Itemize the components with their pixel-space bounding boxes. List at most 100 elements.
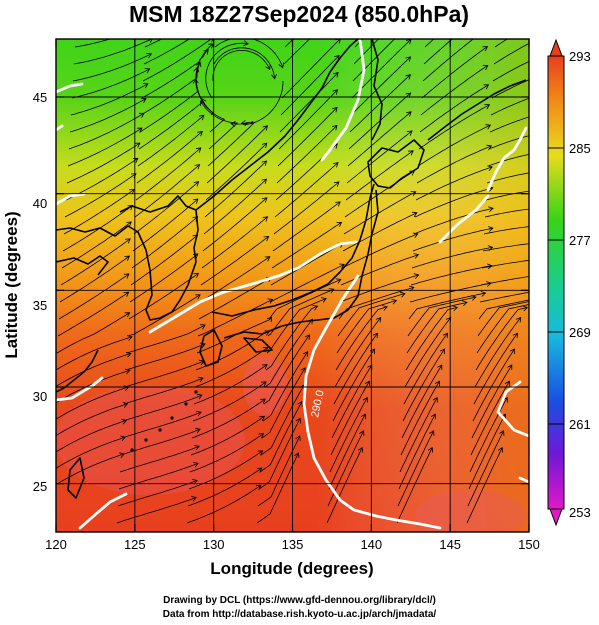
x-tick-label: 150 [518,537,540,552]
streamline [401,364,443,439]
grid-lines [56,39,529,532]
x-axis-label: Longitude (degrees) [210,559,373,578]
colorbar-tick-label: 285 [569,141,591,156]
streamline [416,145,492,184]
colorbar-tick-label: 261 [569,417,591,432]
streamline-arrowhead [507,364,513,370]
streamline [63,189,135,235]
streamline [71,68,150,99]
streamline [259,401,303,473]
warm-patch [415,490,525,532]
streamline-arrowhead [304,334,310,340]
streamline [345,150,414,201]
streamline-arrowhead [271,73,277,80]
streamline-arrowhead [437,364,443,370]
streamline [131,216,198,269]
streamline-arrowhead [278,62,285,69]
streamline [267,288,334,337]
streamline [199,256,271,303]
streamline-arrowhead [146,52,153,59]
streamline-arrowhead [411,211,418,218]
streamline [469,397,508,473]
streamline [186,484,262,524]
streamline [280,55,340,116]
streamline-arrowhead [240,120,247,126]
streamline [61,221,132,269]
streamline [347,111,412,167]
streamline [474,317,522,388]
streamline-arrowhead [200,324,206,330]
streamline [134,164,200,218]
streamline [343,191,416,235]
streamline [336,300,397,354]
streamline-arrowhead [410,191,417,197]
streamline [205,142,268,201]
streamline-arrowhead [191,496,197,502]
y-tick-label: 45 [33,90,47,105]
streamline [411,246,493,269]
colorbar-tick-label: 293 [569,49,591,64]
streamline [119,445,200,473]
streamline [419,84,489,133]
streamline-arrowhead [261,142,268,149]
streamline [326,447,363,524]
streamline [67,127,143,167]
streamline [349,74,411,133]
streamline-arrowhead [364,380,370,387]
streamline [330,381,370,456]
streamline-arrowhead [297,400,303,407]
streamline-arrowhead [124,312,131,318]
streamline [200,236,269,286]
streamline [281,39,341,99]
streamline-arrowhead [442,332,448,339]
streamline [56,336,133,371]
streamline [417,124,491,167]
streamline [276,125,338,184]
streamline [467,430,504,507]
streamline-arrowhead [334,54,340,61]
streamline [135,147,202,201]
plot-area: 290.0 [56,39,529,532]
streamline-arrowhead [333,71,339,78]
streamline-arrowhead [195,294,201,300]
streamline-arrowhead [195,428,201,434]
streamline [144,39,163,48]
x-tick-label: 145 [439,537,461,552]
streamline-arrowhead [405,92,412,98]
streamline [260,384,305,456]
streamline-arrowhead [486,144,493,151]
streamline [272,201,341,252]
streamline [264,318,313,388]
y-tick-label: 40 [33,196,47,211]
streamline [265,305,318,371]
streamline-arrowhead [480,291,487,297]
streamline [68,112,145,150]
streamline [476,304,529,354]
streamline-arrowhead [391,298,398,305]
colorbar-bottom-arrow [549,508,563,527]
streamline-arrowhead [382,305,388,311]
streamline [56,369,130,404]
streamline [273,181,340,235]
streamline-arrowhead [256,467,263,473]
streamline [331,364,373,439]
streamline-arrowhead [125,238,131,244]
streamline [418,104,490,150]
streamline [70,83,149,116]
streamline-arrowhead [483,84,490,90]
isotherm-contours [56,39,529,530]
streamline [72,53,152,82]
streamline [56,353,132,387]
streamline-arrowhead [197,131,203,137]
streamline-arrowhead [332,89,339,95]
contour-label: 290.0 [309,389,326,418]
streamline [278,89,338,150]
streamline-arrowhead [149,39,153,43]
streamline-arrowhead [123,291,130,297]
streamline [213,47,275,79]
streamline [205,42,249,99]
streamline-arrowhead [259,415,266,422]
streamline-arrowhead [134,142,141,148]
streamline [399,397,438,473]
streamline [261,367,306,439]
